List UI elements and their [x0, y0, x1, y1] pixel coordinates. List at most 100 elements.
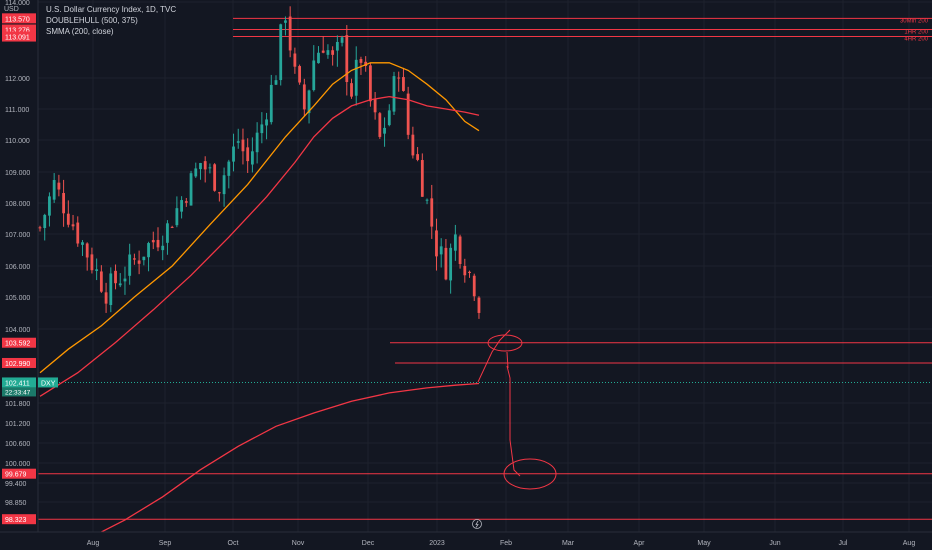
candle-body [227, 161, 231, 176]
candle-body [90, 254, 94, 271]
candle-body [166, 223, 169, 243]
candle [468, 270, 471, 278]
candle-body [477, 297, 481, 313]
candle [331, 46, 335, 66]
candle-body [43, 214, 47, 229]
price-badge [2, 514, 36, 525]
candle [317, 46, 320, 64]
candle [477, 296, 481, 319]
candle [430, 184, 434, 239]
candle [128, 243, 132, 285]
candle-body [114, 270, 117, 284]
candle [133, 253, 136, 265]
candle-body [359, 59, 363, 63]
candle [194, 162, 198, 178]
candle-body [189, 173, 193, 206]
candle [104, 282, 108, 313]
candle-body [274, 80, 278, 85]
candle [411, 126, 415, 159]
y-tick-label: 101.800 [5, 401, 30, 408]
candle [90, 247, 94, 274]
candle-body [288, 16, 292, 51]
candle [57, 174, 61, 197]
x-tick-label: Feb [500, 540, 512, 547]
candle [449, 243, 453, 294]
candle [109, 267, 113, 313]
candle [156, 227, 160, 252]
candle-body [194, 168, 198, 177]
candle-body [472, 275, 476, 297]
legend-doublehull: DOUBLEHULL (500, 375) [46, 16, 138, 25]
ticker-label: DXY [41, 380, 56, 387]
candle [307, 89, 311, 124]
candle [373, 91, 377, 120]
candle-body [373, 99, 377, 113]
series-line-1 [39, 95, 480, 397]
price-badge [2, 31, 36, 42]
candle [387, 104, 391, 127]
candle-body [425, 199, 429, 201]
axis-bg [0, 0, 38, 550]
candle [123, 266, 127, 295]
chart-legend: U.S. Dollar Currency Index, 1D, TVC DOUB… [46, 4, 176, 37]
circle-annotation [487, 334, 523, 352]
candle-body [279, 24, 283, 81]
y-tick-label: 100.600 [5, 441, 30, 448]
legend-symbol: U.S. Dollar Currency Index, 1D, TVC [46, 5, 177, 14]
candle [326, 44, 330, 59]
y-tick-label: 104.000 [5, 327, 30, 334]
candle-body [453, 234, 457, 251]
candle-body [57, 182, 61, 190]
x-tick-label: Apr [634, 540, 646, 547]
lightning-icon[interactable] [472, 519, 482, 529]
y-tick-label: 114.000 [5, 0, 30, 7]
candle-body [416, 154, 419, 160]
candle [453, 224, 457, 261]
y-tick-label: 105.000 [5, 295, 30, 302]
candle-body [392, 76, 396, 112]
candle [255, 122, 259, 164]
candle [354, 46, 358, 106]
candle-body [444, 247, 448, 280]
candle-body [217, 192, 221, 194]
candle [288, 6, 292, 58]
candle [435, 218, 438, 271]
candle-body [435, 230, 438, 257]
candle [335, 35, 339, 67]
candle [397, 71, 401, 92]
candle [350, 78, 353, 99]
x-tick-label: 2023 [429, 540, 445, 547]
candle-body [340, 37, 344, 43]
candle-body [142, 256, 146, 261]
price-badge-label: 98.323 [5, 517, 27, 524]
candle-body [151, 240, 155, 243]
candle-body [180, 200, 183, 212]
candle-body [468, 271, 471, 273]
candle-body [255, 132, 259, 153]
series-line-2 [86, 382, 480, 540]
candle [293, 47, 297, 74]
candle [203, 156, 207, 183]
candle-body [321, 50, 325, 53]
x-tick-label: Aug [903, 540, 916, 547]
candle-body [402, 77, 405, 91]
candle [472, 273, 476, 301]
candle-body [350, 83, 353, 97]
candle-body [99, 271, 103, 292]
candle-body [387, 110, 391, 126]
candle [147, 241, 150, 272]
candle [298, 64, 301, 85]
candle-body [236, 141, 240, 143]
candle [260, 112, 264, 144]
price-badge-label: 113.570 [5, 16, 30, 23]
candle [246, 138, 250, 174]
candle [402, 67, 405, 92]
arrow-down [506, 351, 521, 477]
y-tick-label: 107.000 [5, 232, 30, 239]
candle [232, 133, 235, 172]
candle [406, 86, 410, 140]
candle-body [293, 53, 297, 67]
candle-body [269, 84, 273, 123]
candle [151, 231, 155, 250]
